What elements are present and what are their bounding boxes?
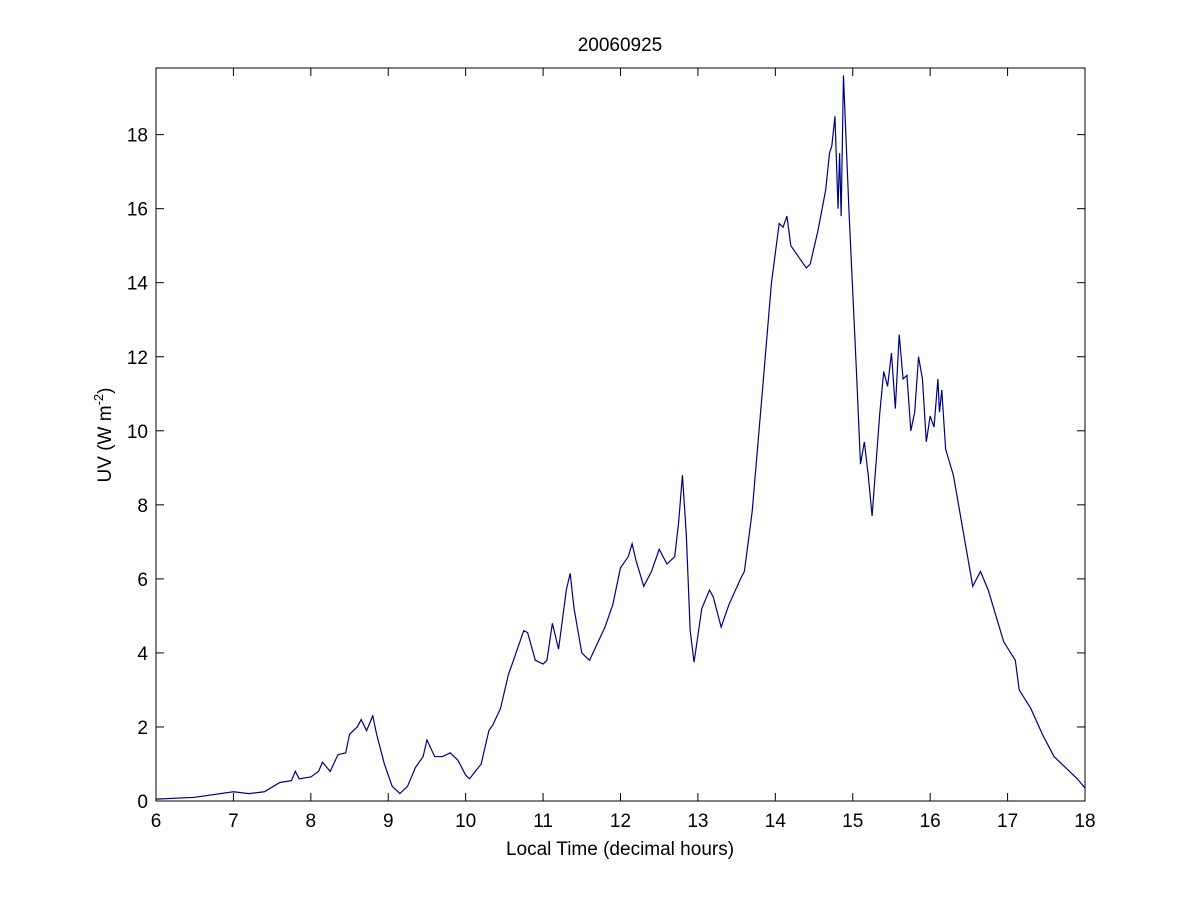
x-tick-label: 18 xyxy=(1074,811,1095,832)
y-tick-label: 14 xyxy=(127,274,149,295)
x-tick-label: 15 xyxy=(842,811,863,832)
y-tick-label: 0 xyxy=(137,792,148,813)
y-tick-label: 6 xyxy=(137,570,148,591)
data-line xyxy=(155,75,1086,800)
y-axis-label: UV (W m-2) xyxy=(91,388,116,483)
y-axis-label-close: ) xyxy=(95,388,116,394)
x-axis-label: Local Time (decimal hours) xyxy=(506,839,734,860)
x-tick-label: 16 xyxy=(920,811,941,832)
x-tick-label: 17 xyxy=(997,811,1018,832)
x-tick-label: 12 xyxy=(610,811,631,832)
x-tick-label: 14 xyxy=(765,811,787,832)
y-tick-label: 2 xyxy=(137,718,148,739)
x-tick-label: 8 xyxy=(306,811,317,832)
x-tick-label: 9 xyxy=(383,811,394,832)
y-tick-label: 12 xyxy=(127,348,148,369)
chart-title: 20060925 xyxy=(578,35,663,56)
x-tick-label: 13 xyxy=(687,811,708,832)
y-tick-label: 4 xyxy=(137,644,148,665)
y-axis-label-exponent: -2 xyxy=(91,394,106,406)
x-tick-label: 6 xyxy=(151,811,162,832)
y-tick-label: 10 xyxy=(127,422,148,443)
y-tick-label: 8 xyxy=(137,496,148,517)
y-tick-label: 18 xyxy=(127,126,148,147)
x-tick-label: 10 xyxy=(455,811,476,832)
y-tick-label: 16 xyxy=(127,200,148,221)
y-axis-label-text: UV (W m xyxy=(95,405,116,482)
x-tick-label: 11 xyxy=(533,811,553,832)
x-tick-label: 7 xyxy=(228,811,239,832)
